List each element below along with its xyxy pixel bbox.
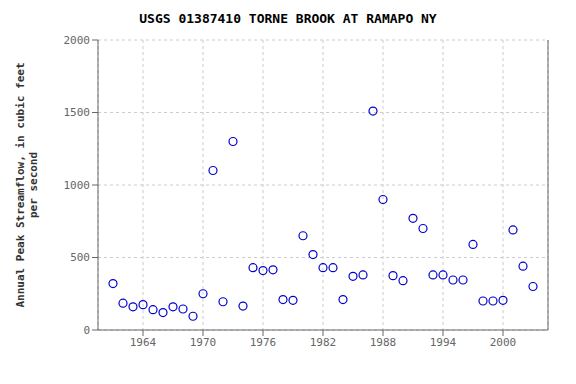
svg-text:1988: 1988 bbox=[370, 336, 397, 349]
svg-text:1994: 1994 bbox=[430, 336, 457, 349]
svg-text:2000: 2000 bbox=[490, 336, 517, 349]
svg-text:1964: 1964 bbox=[130, 336, 157, 349]
svg-text:1970: 1970 bbox=[190, 336, 217, 349]
svg-text:1000: 1000 bbox=[64, 179, 91, 192]
svg-text:1500: 1500 bbox=[64, 106, 91, 119]
svg-text:0: 0 bbox=[83, 324, 90, 337]
svg-text:1976: 1976 bbox=[250, 336, 277, 349]
html-text:USGS 01387410 TORNE BROOK AT R: USGS 01387410 TORNE BROOK AT RAMAPO NY bbox=[139, 11, 437, 26]
svg-text:1982: 1982 bbox=[310, 336, 337, 349]
svg-text:500: 500 bbox=[70, 251, 90, 264]
svg-text:2000: 2000 bbox=[64, 34, 91, 47]
svg-text:Annual Peak Streamflow, in cub: Annual Peak Streamflow, in cubic feetper… bbox=[14, 62, 40, 307]
